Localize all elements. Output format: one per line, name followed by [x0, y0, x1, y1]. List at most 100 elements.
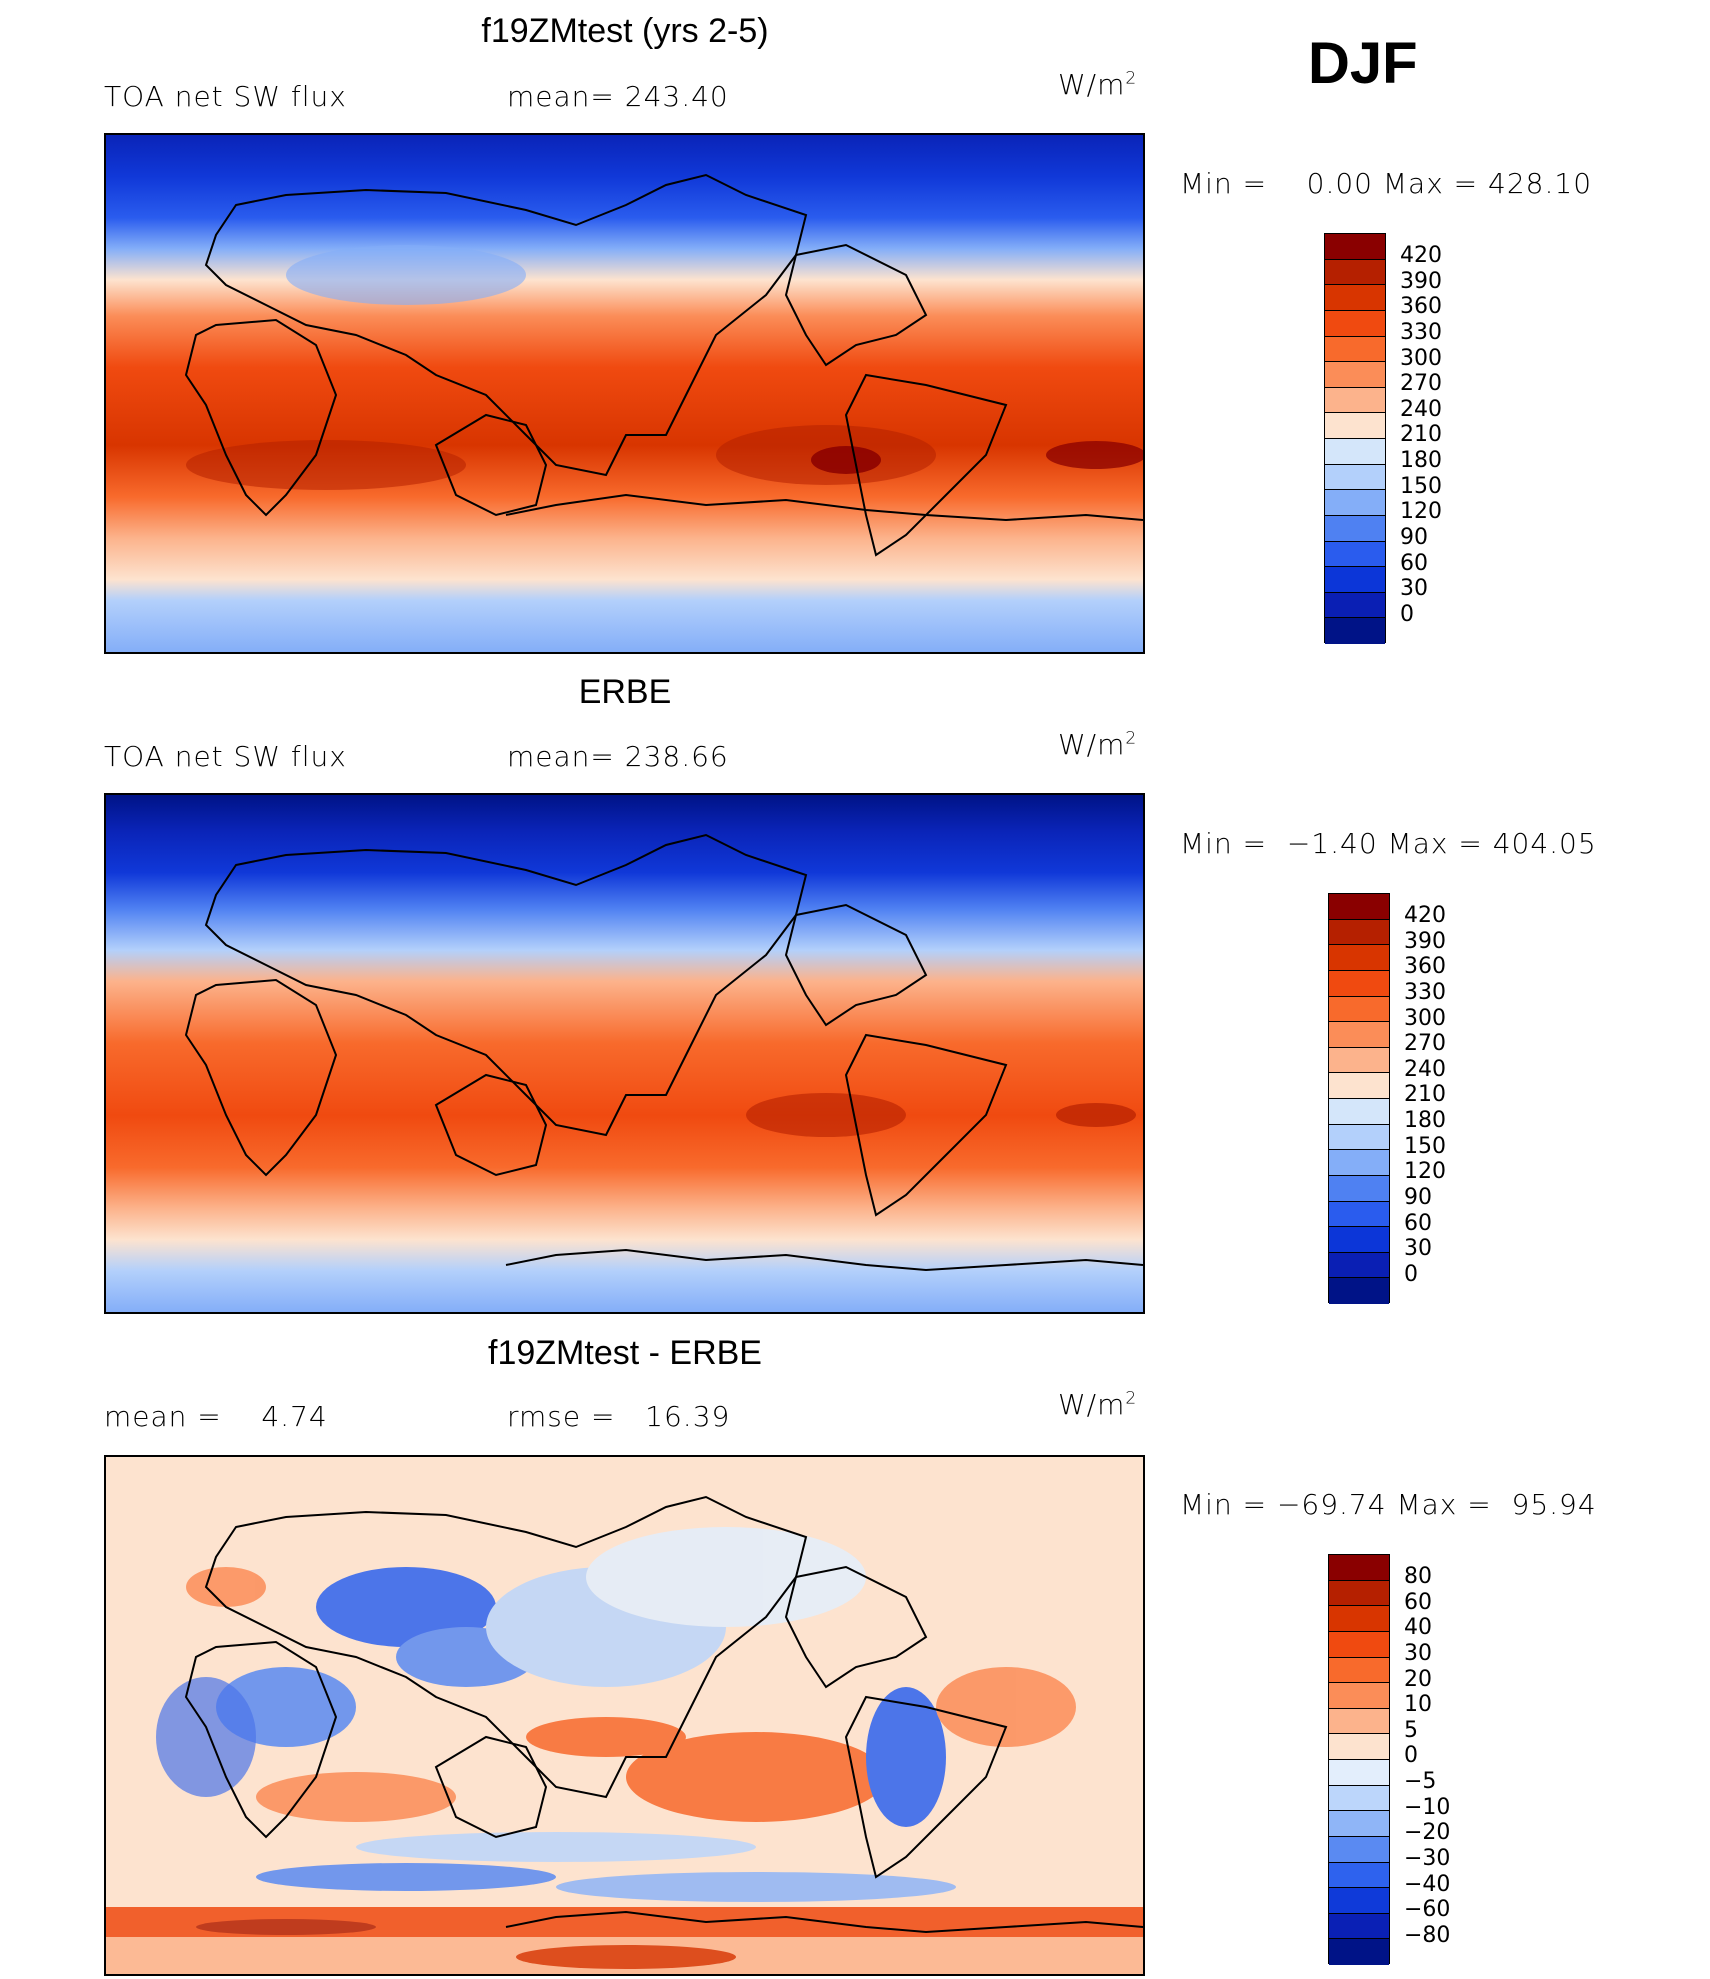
colorbar-tick-label: 150 [1400, 473, 1442, 499]
colorbar-diff [1328, 1554, 1390, 1965]
map-model-sw-flux [104, 133, 1145, 654]
panel-unit-label: W/m2 [1058, 68, 1138, 101]
colorbar-swatch [1325, 336, 1385, 363]
colorbar-swatch [1325, 310, 1385, 337]
panel-minmax-label: Min = 0.00 Max = 428.10 [1180, 167, 1593, 200]
colorbar-tick-label: −5 [1404, 1769, 1437, 1794]
colorbar-tick-label: 270 [1400, 371, 1442, 397]
colorbar-swatch [1329, 1606, 1389, 1632]
colorbar-swatch [1329, 1252, 1389, 1279]
panel-minmax-label: Min = −1.40 Max = 404.05 [1180, 827, 1597, 860]
colorbar-swatch [1329, 919, 1389, 946]
colorbar-tick-label: 210 [1404, 1082, 1446, 1108]
colorbar-swatch [1325, 618, 1385, 644]
colorbar-swatch [1329, 1708, 1389, 1735]
colorbar-swatch [1329, 1278, 1389, 1304]
colorbar-swatch [1329, 1580, 1389, 1607]
colorbar-tick-label: −40 [1404, 1871, 1451, 1897]
colorbar-swatch [1325, 592, 1385, 619]
colorbar-tick-label: 270 [1404, 1031, 1446, 1057]
colorbar-swatch [1329, 1099, 1389, 1125]
colorbar-tick-label: 120 [1400, 499, 1442, 525]
colorbar-tick-label: 90 [1404, 1184, 1432, 1210]
colorbar-swatch [1325, 413, 1385, 439]
colorbar-swatch [1329, 894, 1389, 920]
colorbar-swatch [1329, 1073, 1389, 1099]
colorbar-tick-label: 180 [1404, 1108, 1446, 1133]
colorbar-swatch [1325, 464, 1385, 491]
colorbar-tick-label: 10 [1404, 1692, 1432, 1718]
colorbar-tick-label: 150 [1404, 1133, 1446, 1159]
colorbar-swatch [1329, 1683, 1389, 1709]
panel-title-obs: ERBE [578, 673, 672, 711]
colorbar-swatch [1329, 1734, 1389, 1760]
colorbar-swatch [1325, 259, 1385, 286]
panel-variable-label: TOA net SW flux [104, 740, 347, 773]
map-difference-sw-flux [104, 1455, 1145, 1976]
colorbar-tick-label: 330 [1400, 319, 1442, 345]
panel-minmax-label: Min = −69.74 Max = 95.94 [1180, 1488, 1597, 1521]
season-label: DJF [1308, 31, 1418, 96]
panel-mean-label: mean = 4.74 [104, 1400, 328, 1433]
colorbar-tick-label: −80 [1404, 1922, 1451, 1948]
colorbar-obs [1328, 893, 1390, 1304]
colorbar-tick-label: 390 [1400, 268, 1442, 294]
colorbar-swatch [1329, 1939, 1389, 1965]
panel-unit-label: W/m2 [1058, 1388, 1138, 1421]
colorbar-tick-label: −10 [1404, 1794, 1451, 1820]
colorbar-swatch [1325, 439, 1385, 465]
colorbar-tick-label: −60 [1404, 1897, 1451, 1923]
colorbar-swatch [1329, 1227, 1389, 1253]
colorbar-tick-label: 420 [1400, 243, 1442, 268]
colorbar-swatch [1329, 1201, 1389, 1228]
colorbar-swatch [1329, 1785, 1389, 1812]
colorbar-swatch [1325, 567, 1385, 593]
panel-mean-label: mean= 243.40 [507, 80, 729, 113]
colorbar-tick-label: 5 [1404, 1717, 1418, 1743]
panel-unit-label: W/m2 [1058, 728, 1138, 761]
colorbar-tick-label: 420 [1404, 903, 1446, 928]
colorbar-swatch [1329, 1150, 1389, 1176]
colorbar-swatch [1329, 1862, 1389, 1889]
colorbar-tick-label: 120 [1404, 1159, 1446, 1185]
colorbar-tick-label: 300 [1404, 1005, 1446, 1031]
colorbar-swatch [1329, 1175, 1389, 1202]
colorbar-tick-label: 0 [1404, 1261, 1418, 1287]
colorbar-swatch [1325, 285, 1385, 311]
colorbar-swatch [1325, 387, 1385, 414]
panel-title-diff: f19ZMtest - ERBE [488, 1334, 762, 1372]
colorbar-tick-label: 30 [1400, 576, 1428, 602]
panel-rmse-label: rmse = 16.39 [507, 1400, 731, 1433]
colorbar-tick-label: 240 [1404, 1056, 1446, 1082]
colorbar-model [1324, 233, 1386, 644]
colorbar-tick-label: 40 [1404, 1615, 1432, 1641]
colorbar-tick-label: 210 [1400, 422, 1442, 448]
colorbar-swatch [1329, 996, 1389, 1023]
colorbar-swatch [1329, 1811, 1389, 1837]
colorbar-swatch [1329, 1657, 1389, 1684]
colorbar-swatch [1325, 234, 1385, 260]
colorbar-swatch [1329, 1631, 1389, 1658]
colorbar-tick-label: 90 [1400, 524, 1428, 550]
colorbar-tick-label: 0 [1404, 1743, 1418, 1769]
colorbar-tick-label: 180 [1400, 448, 1442, 473]
panel-variable-label: TOA net SW flux [104, 80, 347, 113]
colorbar-tick-label: 0 [1400, 601, 1414, 627]
colorbar-swatch [1329, 1047, 1389, 1074]
colorbar-swatch [1325, 515, 1385, 542]
colorbar-tick-label: 390 [1404, 928, 1446, 954]
colorbar-tick-label: 360 [1404, 954, 1446, 980]
colorbar-tick-label: 60 [1400, 550, 1428, 576]
colorbar-tick-label: 60 [1404, 1210, 1432, 1236]
colorbar-swatch [1329, 1836, 1389, 1863]
colorbar-swatch [1329, 1760, 1389, 1786]
colorbar-tick-label: −30 [1404, 1845, 1451, 1871]
panel-title-model: f19ZMtest (yrs 2-5) [481, 12, 769, 50]
colorbar-swatch [1329, 945, 1389, 971]
colorbar-tick-label: 240 [1400, 396, 1442, 422]
colorbar-tick-label: 30 [1404, 1236, 1432, 1262]
colorbar-tick-label: 20 [1404, 1666, 1432, 1692]
colorbar-swatch [1329, 1124, 1389, 1151]
colorbar-swatch [1325, 490, 1385, 516]
colorbar-tick-label: 60 [1404, 1589, 1432, 1615]
